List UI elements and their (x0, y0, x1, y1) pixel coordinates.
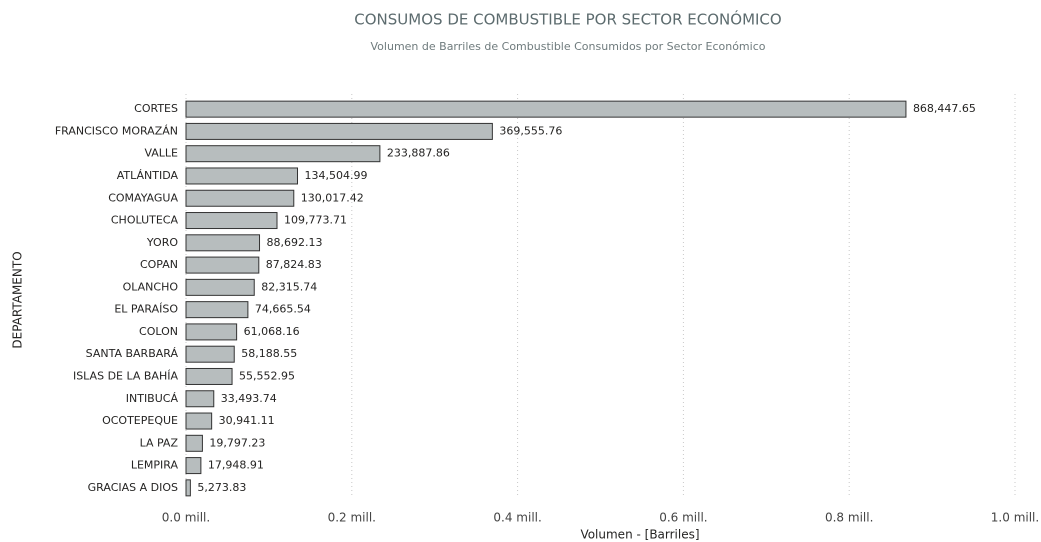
data-label: 61,068.16 (244, 325, 300, 338)
bar (185, 189, 295, 207)
data-label: 868,447.65 (913, 102, 976, 115)
y-axis-label: DEPARTAMENTO (11, 251, 25, 348)
y-tick-label: OCOTEPEQUE (102, 414, 178, 427)
data-label: 369,555.76 (499, 124, 562, 137)
data-label: 30,941.11 (219, 414, 275, 427)
y-tick-label: COMAYAGUA (108, 191, 178, 204)
x-tick-label: 0.2 mill. (328, 511, 376, 525)
bar (185, 278, 255, 296)
chart-subtitle: Volumen de Barriles de Combustible Consu… (371, 40, 766, 53)
x-axis-label: Volumen - [Barriles] (580, 528, 699, 542)
y-tick-label: COPAN (140, 258, 178, 271)
y-tick-label: CORTES (134, 102, 178, 115)
data-label: 17,948.91 (208, 459, 264, 472)
bar (185, 457, 202, 475)
data-label: 134,504.99 (305, 169, 368, 182)
y-tick-label: LEMPIRA (131, 459, 179, 472)
bar (185, 434, 203, 452)
y-tick-label: ISLAS DE LA BAHÍA (73, 369, 179, 382)
data-label: 19,797.23 (209, 436, 265, 449)
x-tick-label: 0.0 mill. (162, 511, 210, 525)
y-tick-label: SANTA BARBARÁ (86, 347, 179, 360)
y-tick-label: LA PAZ (140, 436, 179, 449)
x-tick-label: 0.6 mill. (659, 511, 707, 525)
bar (185, 212, 278, 230)
x-tick-label: 0.8 mill. (825, 511, 873, 525)
data-label: 5,273.83 (197, 481, 246, 494)
data-label: 58,188.55 (241, 347, 297, 360)
bar (185, 100, 907, 118)
y-tick-label: EL PARAÍSO (114, 303, 178, 316)
bar (185, 479, 191, 497)
data-label: 82,315.74 (261, 280, 317, 293)
data-label: 74,665.54 (255, 303, 311, 316)
chart-title: CONSUMOS DE COMBUSTIBLE POR SECTOR ECONÓ… (354, 10, 781, 29)
bar (185, 145, 381, 163)
data-label: 33,493.74 (221, 392, 277, 405)
data-label: 130,017.42 (301, 191, 364, 204)
data-label: 233,887.86 (387, 147, 450, 160)
x-tick-label: 0.4 mill. (493, 511, 541, 525)
y-tick-label: CHOLUTECA (111, 214, 179, 227)
bar (185, 234, 261, 252)
y-tick-label: GRACIAS A DIOS (88, 481, 178, 494)
bar (185, 323, 238, 341)
y-tick-label: YORO (146, 236, 178, 249)
bar (185, 301, 249, 319)
x-tick-label: 1.0 mill. (991, 511, 1039, 525)
y-tick-label: COLON (139, 325, 178, 338)
y-tick-label: OLANCHO (123, 280, 179, 293)
bar (185, 367, 233, 385)
y-tick-label: FRANCISCO MORAZÁN (55, 124, 178, 137)
data-label: 88,692.13 (267, 236, 323, 249)
y-tick-label: INTIBUCÁ (126, 392, 179, 405)
data-label: 109,773.71 (284, 214, 347, 227)
data-label: 55,552.95 (239, 369, 295, 382)
y-tick-label: ATLÁNTIDA (117, 169, 179, 182)
bar (185, 345, 235, 363)
bar (185, 390, 215, 408)
bar (185, 167, 299, 185)
y-tick-label: VALLE (144, 147, 178, 160)
bar (185, 122, 493, 140)
data-label: 87,824.83 (266, 258, 322, 271)
bar (185, 256, 260, 274)
bar (185, 412, 213, 430)
